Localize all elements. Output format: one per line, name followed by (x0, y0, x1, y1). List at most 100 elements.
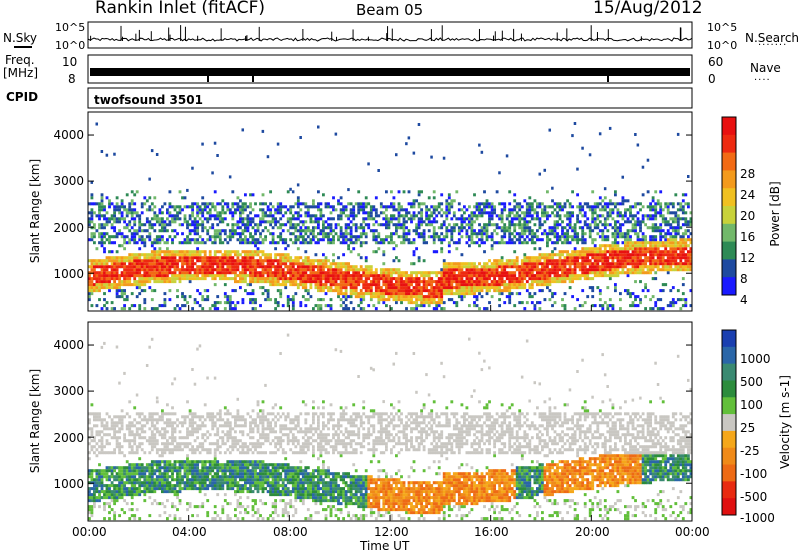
heat-cell (306, 205, 310, 209)
heat-cell (485, 211, 489, 215)
heat-cell (533, 241, 537, 245)
heat-cell (123, 265, 127, 269)
heat-cell (508, 208, 512, 212)
heat-cell (369, 292, 373, 296)
heat-cell (571, 256, 575, 260)
heat-cell (571, 211, 575, 215)
heat-cell (679, 205, 683, 209)
heat-cell (193, 301, 197, 305)
heat-cell (246, 259, 250, 263)
heat-cell (636, 265, 640, 269)
heat-cell (168, 298, 172, 302)
heat-cell (500, 214, 504, 218)
heat-cell (508, 223, 512, 227)
heat-cell (558, 202, 562, 206)
heat-cell (286, 304, 290, 308)
heat-cell (143, 307, 147, 311)
heat-cell (95, 304, 99, 308)
heat-cell (641, 235, 645, 239)
heat-cell (614, 190, 617, 194)
heat-cell (108, 205, 111, 209)
heat-cell (518, 220, 522, 224)
heat-cell (415, 214, 419, 218)
heat-cell (352, 211, 356, 215)
heat-cell (687, 256, 690, 260)
heat-cell (254, 232, 257, 236)
heat-cell (279, 208, 283, 212)
heat-cell (442, 280, 446, 284)
heat-cell (95, 286, 99, 290)
heat-cell (269, 298, 273, 302)
heat-cell (666, 229, 670, 233)
heat-cell (468, 265, 471, 269)
heat-cell (513, 274, 517, 278)
heat-cell (666, 232, 670, 236)
heat-cell (103, 235, 106, 239)
heat-cell (561, 229, 564, 233)
heat-cell (608, 202, 612, 206)
heat-cell (624, 232, 627, 236)
heat-cell (405, 292, 408, 296)
heat-cell (317, 262, 320, 266)
heat-cell (410, 274, 413, 278)
heat-cell (291, 304, 295, 308)
heat-cell (616, 259, 620, 263)
heat-cell (513, 229, 517, 233)
heat-cell (470, 292, 474, 296)
heat-cell (619, 265, 622, 269)
heat-cell (133, 202, 137, 206)
heat-cell (203, 241, 207, 245)
heat-cell (651, 229, 655, 233)
heat-cell (603, 202, 607, 206)
heat-cell (266, 155, 270, 159)
heat-cell (218, 229, 222, 233)
heat-cell (435, 301, 439, 305)
heat-cell (568, 274, 572, 278)
heat-cell (639, 202, 642, 206)
heat-cell (110, 214, 114, 218)
heat-cell (546, 205, 549, 209)
heat-cell (203, 262, 207, 266)
heat-cell (244, 277, 247, 281)
heat-cell (498, 286, 502, 290)
heat-cell (679, 265, 683, 269)
heat-cell (249, 232, 252, 236)
heat-cell (145, 235, 149, 239)
heat-cell (659, 259, 663, 263)
heat-cell (546, 244, 549, 248)
heat-cell (397, 202, 401, 206)
heat-cell (337, 268, 340, 272)
heat-cell (536, 301, 539, 305)
heat-cell (621, 247, 625, 251)
heat-cell (546, 283, 549, 287)
heat-cell (463, 283, 466, 287)
heat-cell (508, 226, 512, 230)
heat-cell (619, 214, 622, 218)
heat-cell (347, 283, 351, 287)
heat-cell (100, 274, 104, 278)
heat-cell (203, 253, 207, 257)
heat-cell (606, 211, 610, 215)
heat-cell (646, 265, 650, 269)
heat-cell (427, 280, 431, 284)
heat-cell (228, 307, 232, 311)
heat-cell (266, 274, 270, 278)
heat-cell (533, 307, 537, 311)
heat-cell (636, 217, 640, 221)
heat-cell (251, 193, 255, 197)
heat-cell (546, 232, 549, 236)
heat-cell (435, 214, 439, 218)
heat-cell (654, 250, 658, 254)
cpid-panel-frame (87, 87, 693, 109)
heat-cell (329, 304, 333, 308)
noise-panel-frame (87, 21, 693, 49)
heat-cell (362, 229, 366, 233)
heat-cell (226, 298, 230, 302)
heat-cell (664, 244, 668, 248)
heat-cell (684, 217, 688, 221)
heat-cell (241, 202, 245, 206)
heat-cell (493, 265, 497, 269)
heat-cell (533, 223, 537, 227)
heat-cell (669, 217, 673, 221)
heat-cell (583, 277, 587, 281)
